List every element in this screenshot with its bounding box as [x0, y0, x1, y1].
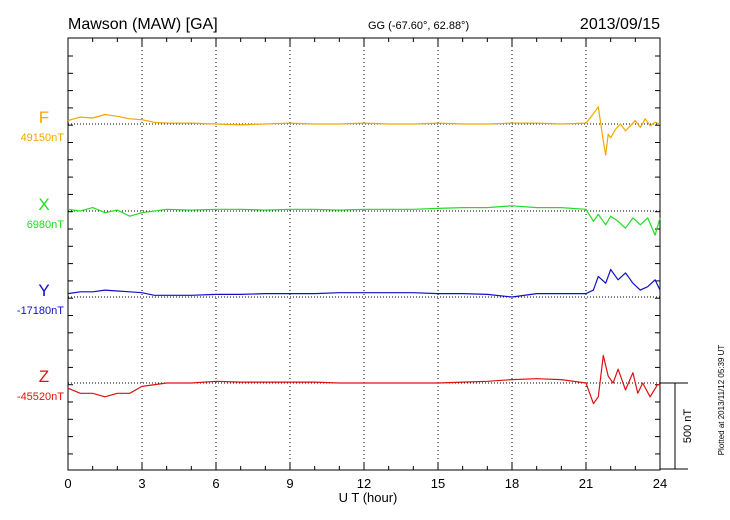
- series-lines: [67, 106, 661, 405]
- series-name-x: X: [38, 195, 49, 214]
- series-line-x: [67, 205, 661, 236]
- geographic-coords: GG (-67.60°, 62.88°): [368, 20, 469, 32]
- series-name-y: Y: [38, 281, 49, 300]
- x-tick-label: 3: [138, 476, 145, 491]
- scale-bar-label: 500 nT: [682, 409, 694, 444]
- series-baseline-value-y: -17180nT: [17, 305, 64, 317]
- station-title: Mawson (MAW) [GA]: [68, 16, 218, 33]
- axis-ticks: [67, 38, 661, 470]
- series-baseline-value-f: 49150nT: [21, 132, 65, 144]
- x-tick-label: 9: [286, 476, 293, 491]
- x-axis-label: U T (hour): [339, 490, 398, 505]
- series-baseline-value-x: 6980nT: [27, 219, 65, 231]
- plotted-at-note: Plotted at 2013/11/12 05:39 UT: [717, 345, 726, 456]
- series-line-y: [67, 268, 661, 298]
- series-line-z: [67, 354, 660, 405]
- series-name-z: Z: [39, 367, 49, 386]
- x-tick-label: 6: [212, 476, 219, 491]
- series-baseline-value-z: -45520nT: [17, 391, 64, 403]
- x-tick-label: 12: [357, 476, 371, 491]
- date-label: 2013/09/15: [580, 16, 660, 33]
- vertical-gridlines: [141, 38, 587, 470]
- series-name-f: F: [39, 108, 49, 127]
- series-labels: F 49150nT X 6980nT Y -17180nT Z -45520nT: [17, 108, 64, 403]
- x-tick-label: 0: [64, 476, 71, 491]
- x-tick-label: 21: [579, 476, 593, 491]
- x-tick-label: 18: [505, 476, 519, 491]
- x-tick-label: 24: [653, 476, 667, 491]
- x-tick-label: 15: [431, 476, 445, 491]
- x-tick-labels: 0 3 6 9 12 15 18 21 24: [64, 476, 667, 491]
- series-line-f: [67, 106, 661, 156]
